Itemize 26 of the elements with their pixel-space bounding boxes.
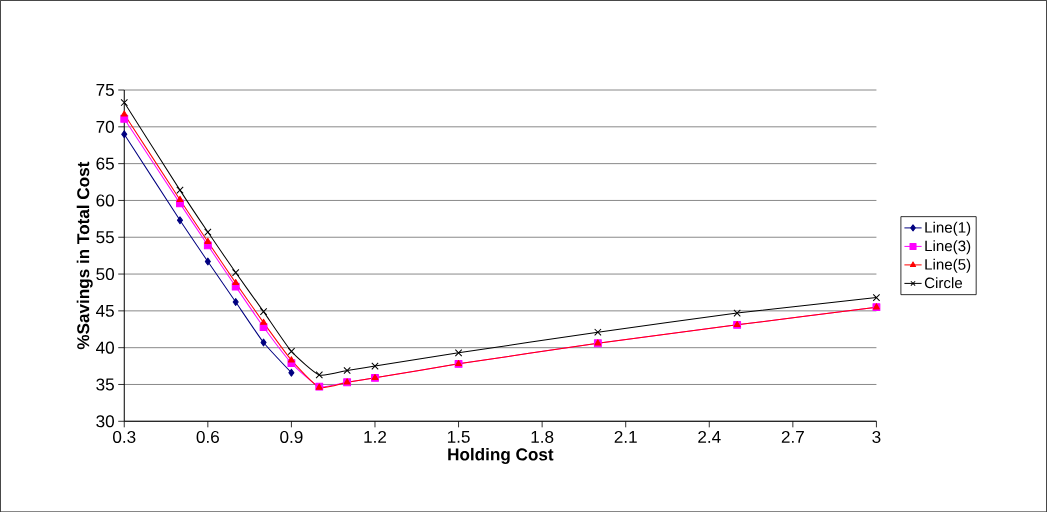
y-tick-label: 40: [96, 341, 114, 354]
x-tick-label: 3: [872, 430, 881, 443]
y-tick-label: 35: [96, 378, 114, 391]
x-tick-label: 2.1: [614, 430, 637, 443]
legend-label: Circle: [924, 277, 963, 289]
legend-label: Line(5): [925, 258, 971, 273]
legend-label: Line(1): [925, 221, 971, 236]
y-tick-label: 75: [96, 83, 114, 96]
x-tick-label: 0.3: [113, 430, 136, 443]
x-tick-label: 2.7: [781, 430, 804, 443]
y-axis-title: %Savings in Total Cost: [76, 161, 93, 350]
x-tick-label: 0.6: [196, 430, 219, 443]
x-tick-label: 1.8: [531, 430, 554, 443]
x-tick-label: 2.4: [698, 430, 721, 443]
y-tick-label: 50: [96, 267, 114, 280]
x-tick-label: 1.2: [364, 430, 387, 443]
y-tick-label: 45: [96, 304, 114, 317]
y-tick-label: 55: [96, 231, 114, 244]
x-tick-label: 0.9: [280, 430, 303, 443]
legend-label: Line(3): [925, 240, 971, 255]
x-axis-title: Holding Cost: [448, 447, 554, 464]
x-tick-label: 1.5: [447, 430, 470, 443]
y-tick-label: 70: [96, 120, 114, 133]
y-tick-label: 30: [96, 415, 114, 428]
y-tick-label: 65: [96, 157, 114, 170]
y-tick-label: 60: [96, 194, 114, 207]
